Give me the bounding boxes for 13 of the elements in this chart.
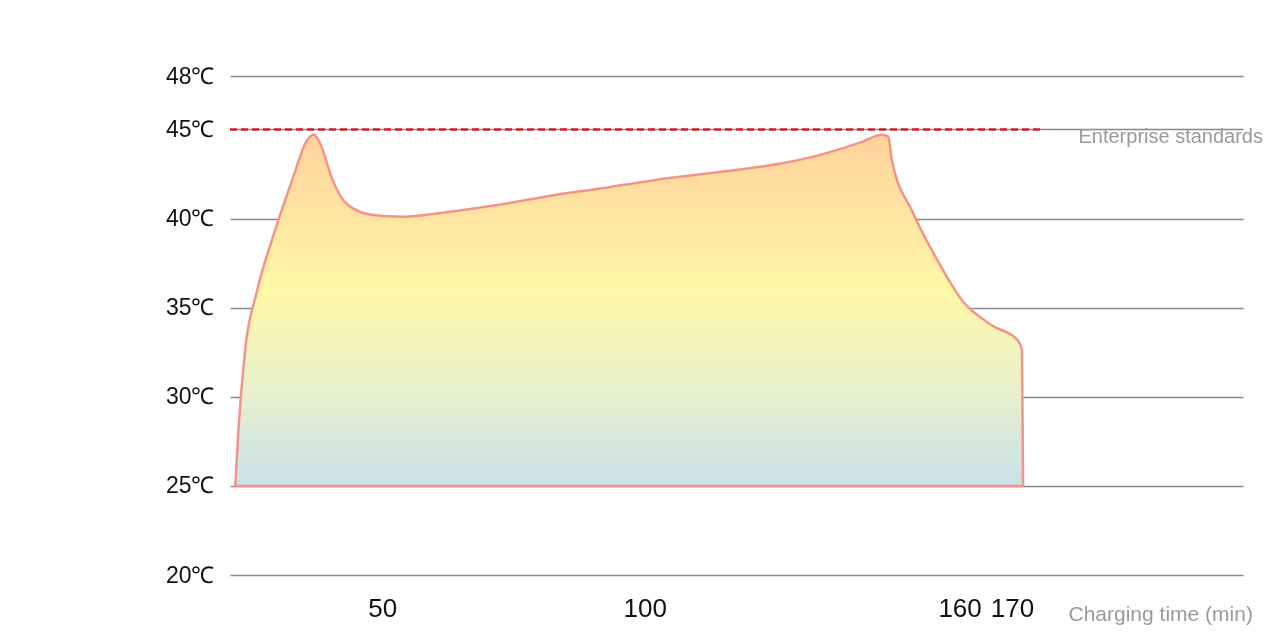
x-tick-label: 160: [938, 592, 982, 623]
y-tick-label: 30℃: [165, 383, 215, 410]
y-tick-label: 48℃: [165, 62, 215, 89]
y-tick-label: 45℃: [165, 115, 215, 142]
y-tick-label: 20℃: [165, 561, 215, 588]
x-tick-label: 50: [368, 592, 398, 623]
x-axis-title: Charging time (min): [1068, 601, 1253, 625]
y-tick-label: 35℃: [165, 294, 215, 321]
x-tick-label: 100: [623, 592, 667, 623]
ref-line-label: Enterprise standards: [1078, 125, 1263, 148]
y-tick-label: 40℃: [165, 205, 215, 232]
y-tick-label: 25℃: [165, 472, 215, 499]
x-tick-label: 170: [990, 592, 1035, 623]
